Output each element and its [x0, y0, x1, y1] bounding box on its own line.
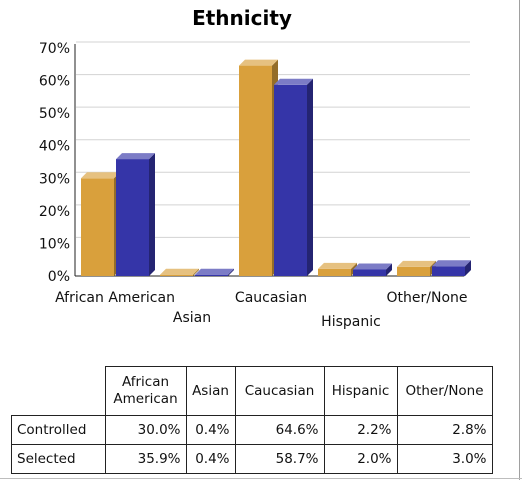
table-header-cell: African American [104, 366, 187, 416]
y-tick-label: 50% [39, 106, 70, 122]
bar-chart: Ethnicity 0% 10% 20% 30% 40% 50% 60% 70% Africa… [39, 6, 471, 330]
table-cell: 30.0% [104, 415, 187, 445]
table-header-row: African American Asian Caucasian Hispanic… [11, 366, 493, 416]
bar [397, 260, 436, 276]
table-header-cell: Other/None [396, 366, 493, 416]
y-tick-label: 40% [39, 139, 70, 155]
y-axis-ticks: 0% 10% 20% 30% 40% 50% 60% 70% [39, 41, 70, 285]
y-tick-label: 0% [48, 269, 70, 285]
x-category-label: Caucasian [235, 290, 307, 306]
table-header-cell: Caucasian [234, 366, 325, 416]
bottom-border [0, 478, 522, 479]
x-axis-labels: African American Asian Caucasian Hispanic Ot… [55, 290, 467, 330]
bar [274, 78, 313, 276]
table-cell: 64.6% [234, 415, 325, 445]
bar [318, 262, 357, 276]
y-tick-label: 10% [39, 236, 70, 252]
table-row-label: Controlled [11, 415, 106, 445]
table-header-cell: Hispanic [323, 366, 398, 416]
table-cell: 58.7% [234, 444, 325, 474]
x-category-label: Asian [173, 310, 211, 326]
table-cell: 0.4% [185, 444, 236, 474]
table-cell: 3.0% [396, 444, 493, 474]
data-table: African American Asian Caucasian Hispanic… [11, 366, 493, 474]
table-header-cell: Asian [185, 366, 236, 416]
table-row: Controlled 30.0% 0.4% 64.6% 2.2% 2.8% [11, 415, 493, 445]
y-tick-label: 70% [39, 41, 70, 57]
bar [239, 59, 278, 277]
y-tick-label: 20% [39, 204, 70, 220]
bar [432, 260, 471, 276]
bar [116, 153, 155, 276]
table-cell: 0.4% [185, 415, 236, 445]
y-tick-label: 30% [39, 171, 70, 187]
bars [81, 59, 471, 277]
table-row: Selected 35.9% 0.4% 58.7% 2.0% 3.0% [11, 444, 493, 474]
x-category-label: African American [55, 290, 175, 306]
bar [195, 268, 234, 276]
bar [160, 268, 199, 276]
table-cell: 2.2% [323, 415, 398, 445]
table-cell: 2.0% [323, 444, 398, 474]
x-category-label: Other/None [387, 290, 468, 306]
x-category-label: Hispanic [321, 314, 381, 330]
y-tick-label: 60% [39, 74, 70, 90]
right-border [519, 0, 520, 480]
table-cell: 35.9% [104, 444, 187, 474]
table-row-label: Selected [11, 444, 106, 474]
chart-title: Ethnicity [192, 6, 292, 30]
bar [81, 172, 120, 276]
table-corner [11, 366, 106, 416]
table-cell: 2.8% [396, 415, 493, 445]
bar [353, 263, 392, 276]
